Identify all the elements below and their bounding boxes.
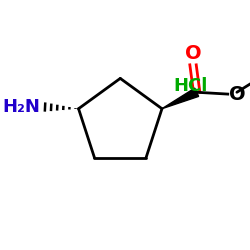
Text: H₂N: H₂N [2, 98, 40, 116]
Text: O: O [229, 84, 245, 103]
Text: O: O [185, 44, 201, 63]
Polygon shape [162, 88, 199, 109]
Text: HCl: HCl [174, 77, 208, 95]
